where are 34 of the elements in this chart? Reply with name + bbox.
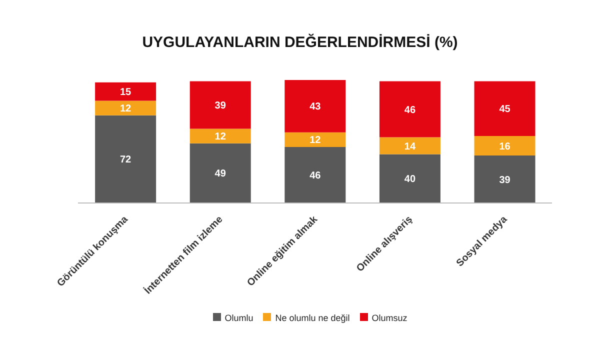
data-label: 43 xyxy=(310,102,322,113)
data-label: 46 xyxy=(404,104,416,116)
data-label: 12 xyxy=(214,132,226,143)
bar xyxy=(284,146,346,203)
data-label: 49 xyxy=(214,168,226,180)
data-label: 40 xyxy=(404,174,416,186)
bar xyxy=(379,81,440,138)
bar xyxy=(474,156,536,203)
data-label: 39 xyxy=(214,100,226,112)
bar xyxy=(190,128,251,144)
legend-label: Olumlu xyxy=(224,313,254,323)
bar xyxy=(474,81,536,136)
data-label: 46 xyxy=(310,170,322,182)
bar xyxy=(95,115,156,203)
legend-label: Olumsuz xyxy=(372,313,408,323)
bar xyxy=(190,143,251,203)
bar xyxy=(379,137,440,154)
bar xyxy=(474,136,536,156)
data-label: 16 xyxy=(499,141,511,152)
data-label: 45 xyxy=(499,104,511,116)
data-label: 14 xyxy=(404,141,416,152)
bar xyxy=(379,154,440,203)
data-label: 12 xyxy=(120,104,132,115)
bar xyxy=(284,80,346,132)
data-label: 39 xyxy=(499,174,511,186)
chart-title: UYGULAYANLARIN DEĞERLENDİRMESİ (%) xyxy=(141,32,459,53)
bar xyxy=(284,132,346,147)
bar xyxy=(95,100,156,116)
legend-label: Ne olumlu ne değil xyxy=(275,313,350,323)
bar xyxy=(190,81,251,129)
data-label: 72 xyxy=(120,154,132,166)
bar xyxy=(95,82,156,101)
data-label: 15 xyxy=(120,87,132,98)
data-label: 12 xyxy=(310,135,322,146)
